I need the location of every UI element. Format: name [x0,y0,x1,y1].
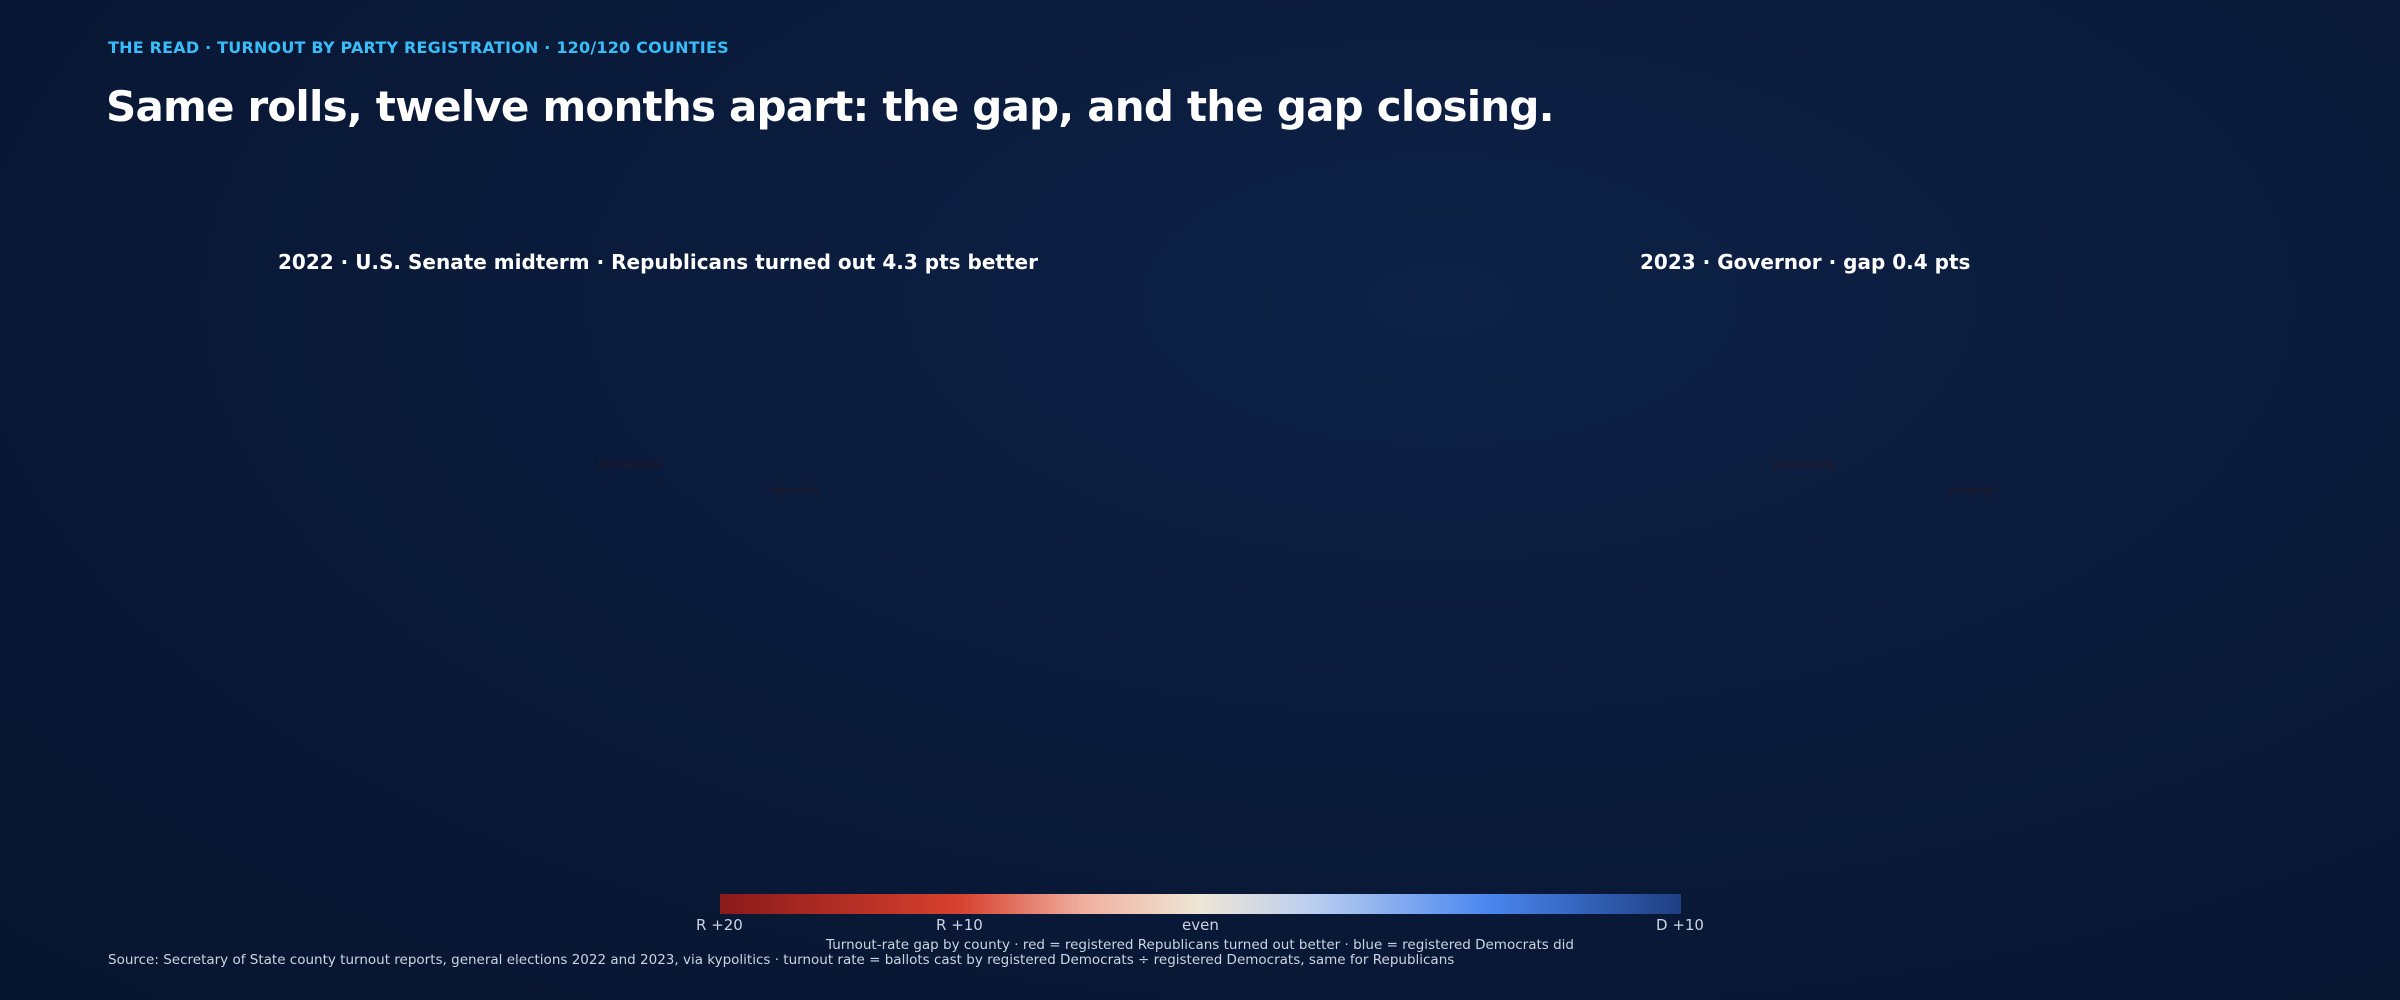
choropleth-map-2023: JEFFERSON FAYETTE [1772,460,1995,498]
source-note: Source: Secretary of State county turnou… [108,952,1455,968]
color-scale-bar [720,894,1681,914]
headline: Same rolls, twelve months apart: the gap… [106,82,1555,131]
legend-tick-r10: R +10 [936,916,983,934]
map-title-2023: 2023 · Governor · gap 0.4 pts [1640,250,1971,274]
legend-caption: Turnout-rate gap by county · red = regis… [826,937,1574,953]
map-title-2022: 2022 · U.S. Senate midterm · Republicans… [278,250,1038,274]
county-label-fayette: FAYETTE [1948,487,1995,498]
choropleth-map-2022: JEFFERSON FAYETTE [597,460,820,498]
kicker: THE READ · TURNOUT BY PARTY REGISTRATION… [108,38,729,57]
county-label-jefferson: JEFFERSON [597,460,661,471]
legend-tick-even: even [1182,916,1219,934]
county-label-jefferson: JEFFERSON [1772,460,1836,471]
legend-tick-d10: D +10 [1656,916,1704,934]
legend-tick-r20: R +20 [696,916,743,934]
county-label-fayette: FAYETTE [773,487,820,498]
